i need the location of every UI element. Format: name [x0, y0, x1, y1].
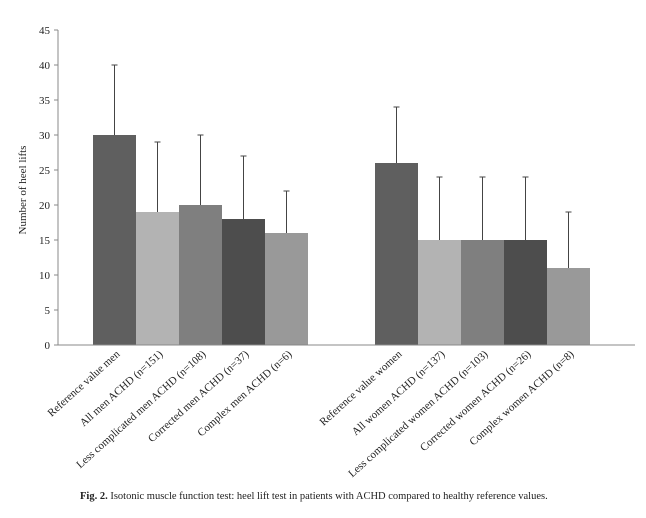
y-tick-label: 5 [45, 305, 51, 317]
figure-caption-label: Fig. 2. [80, 491, 108, 502]
bar [504, 240, 547, 345]
bars [93, 135, 590, 345]
y-tick-label: 35 [39, 95, 51, 107]
y-axis-label: Number of heel lifts [17, 146, 29, 235]
bar [136, 212, 179, 345]
y-tick-label: 30 [39, 130, 51, 142]
bar [375, 163, 418, 345]
bar [418, 240, 461, 345]
y-tick-label: 0 [45, 340, 51, 352]
bar [547, 268, 590, 345]
category-label: All men ACHD (n=151) [78, 348, 166, 429]
y-tick-label: 20 [39, 200, 51, 212]
bar [265, 233, 308, 345]
bar-chart: 0 5 10 15 20 25 30 35 40 45 Reference value menAl… [17, 25, 635, 480]
bar [222, 219, 265, 345]
bar [93, 135, 136, 345]
y-tick-label: 10 [39, 270, 51, 282]
bar [461, 240, 504, 345]
y-tick-label: 45 [39, 25, 51, 37]
figure-caption-text: Isotonic muscle function test: heel lift… [110, 491, 548, 502]
category-label: Reference value women [317, 348, 404, 428]
error-bars [111, 64, 572, 268]
bar [179, 205, 222, 345]
y-axis: 0 5 10 15 20 25 30 35 40 45 [39, 25, 59, 352]
y-tick-label: 25 [39, 165, 51, 177]
figure-caption: Fig. 2. Isotonic muscle function test: h… [80, 491, 548, 502]
y-tick-label: 15 [39, 235, 51, 247]
category-label: Reference value men [45, 348, 122, 419]
y-tick-label: 40 [39, 60, 51, 72]
